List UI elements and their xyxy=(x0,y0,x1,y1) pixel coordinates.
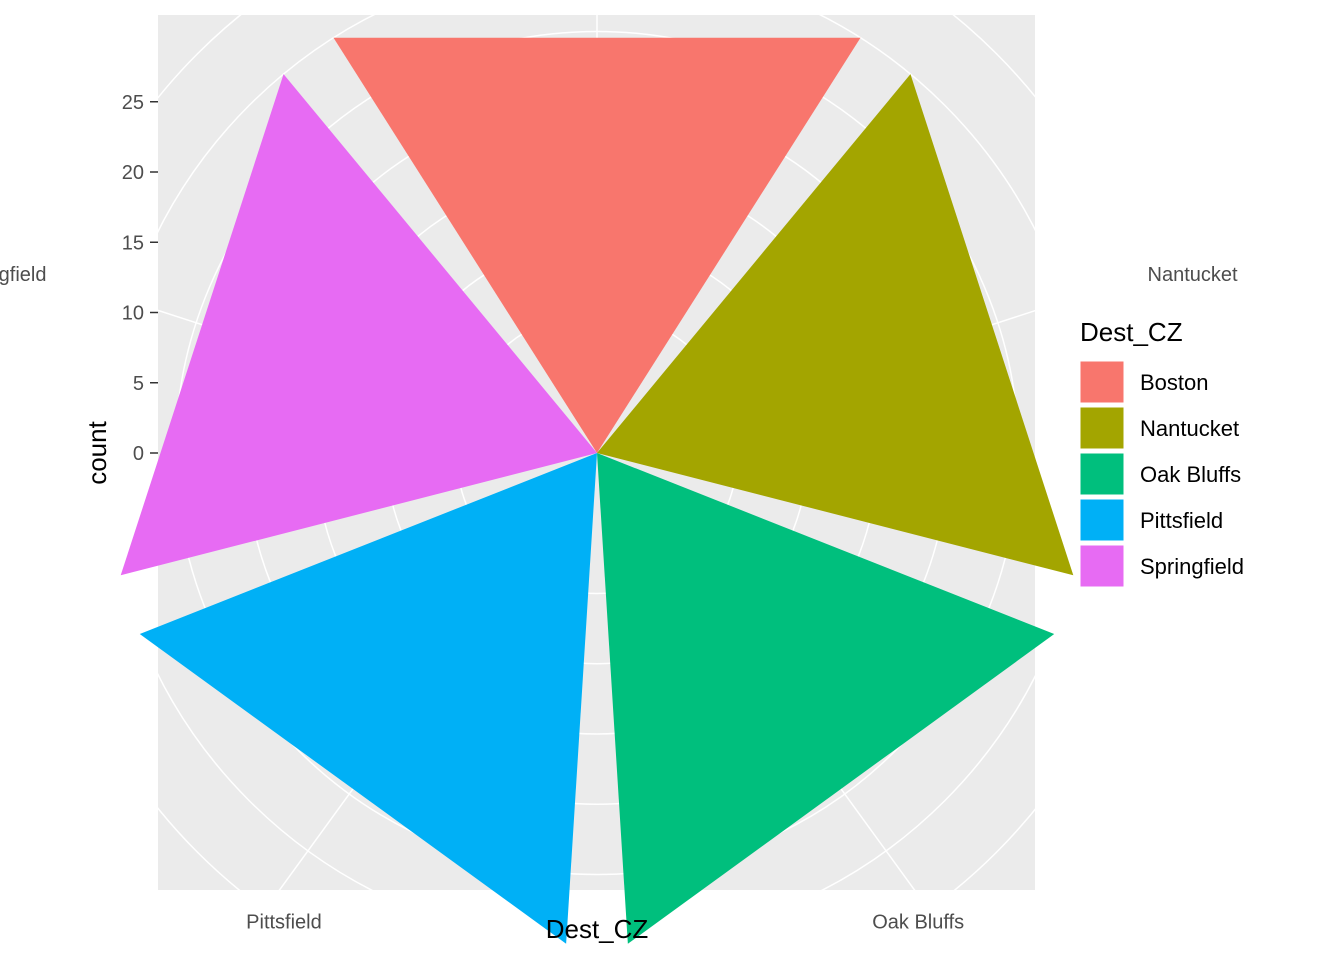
y-tick-label: 15 xyxy=(122,232,144,254)
slice-oak-bluffs xyxy=(597,453,1055,944)
legend-title: Dest_CZ xyxy=(1080,317,1183,347)
category-label: Springfield xyxy=(0,264,46,286)
slices xyxy=(120,37,1074,944)
y-tick-label: 20 xyxy=(122,162,144,184)
y-tick-label: 5 xyxy=(133,373,144,395)
category-label: Nantucket xyxy=(1148,264,1238,286)
slice-pittsfield xyxy=(139,453,597,944)
legend-key xyxy=(1079,360,1125,404)
y-tick-label: 0 xyxy=(133,443,144,465)
legend: Boston Nantucket Oak Bluffs Pittsfield Sprin… xyxy=(1079,360,1244,588)
legend-label: Nantucket xyxy=(1140,416,1239,441)
category-labels: Boston Nantucket Oak Bluffs Pittsfield Sprin… xyxy=(0,264,1238,933)
slice-nantucket xyxy=(597,74,1074,576)
legend-label: Pittsfield xyxy=(1140,508,1223,533)
legend-label: Springfield xyxy=(1140,554,1244,579)
legend-key xyxy=(1079,452,1125,496)
legend-label: Boston xyxy=(1140,370,1209,395)
y-axis-title: count xyxy=(82,420,112,484)
legend-key xyxy=(1079,544,1125,588)
y-tick-label: 25 xyxy=(122,92,144,114)
legend-key xyxy=(1079,406,1125,450)
legend-label: Oak Bluffs xyxy=(1140,462,1241,487)
y-axis-ticks: 0 5 10 15 20 25 xyxy=(122,92,158,465)
grid-circle-outer xyxy=(31,0,1163,960)
legend-key xyxy=(1079,498,1125,542)
slice-springfield xyxy=(120,74,598,576)
category-label: Oak Bluffs xyxy=(872,911,964,933)
x-axis-title: Dest_CZ xyxy=(546,914,649,944)
slice-boston xyxy=(333,37,861,453)
y-tick-label: 10 xyxy=(122,303,144,325)
category-label: Pittsfield xyxy=(246,911,322,933)
